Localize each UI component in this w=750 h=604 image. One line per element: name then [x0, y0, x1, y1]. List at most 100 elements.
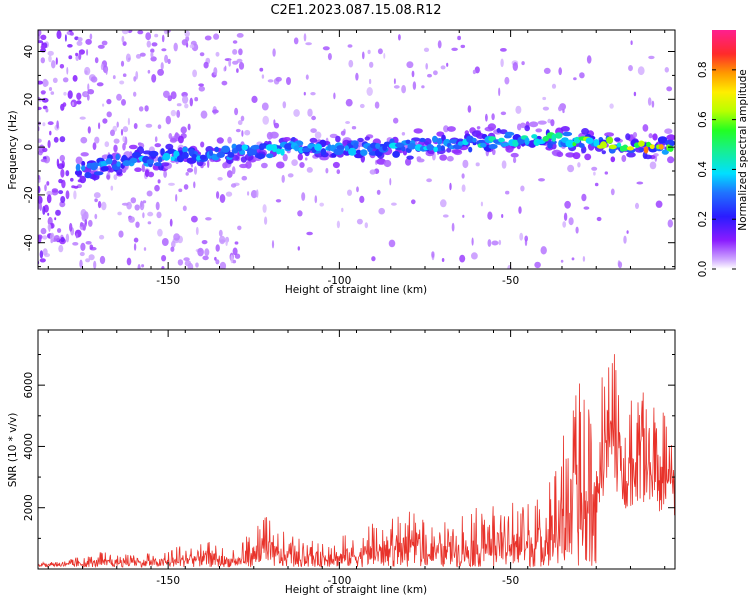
spectrogram-speckle	[388, 239, 396, 248]
spectrogram-speckle	[69, 222, 73, 232]
spectrogram-speckle	[65, 170, 70, 177]
spectrogram-speckle	[498, 239, 502, 246]
spectrogram-speckle	[42, 205, 46, 215]
spectrogram-speckle	[51, 188, 59, 193]
x-tick-label: -50	[502, 275, 519, 287]
spectrogram-speckle	[457, 35, 461, 41]
spectrogram-speckle	[642, 124, 649, 132]
spectrogram-ridge-blob	[395, 142, 405, 148]
snr-x-axis-label: Height of straight line (km)	[285, 584, 427, 596]
spectrogram-ridge-blob	[537, 120, 547, 125]
spectrogram-speckle	[519, 232, 524, 241]
spectrogram-speckle	[362, 51, 365, 60]
spectrogram-ridge-blob	[161, 162, 170, 167]
spectrogram-speckle	[442, 214, 449, 218]
spectrogram-speckle	[42, 235, 48, 240]
spectrogram-ridge-blob	[392, 150, 400, 158]
spectrogram-speckle	[59, 154, 65, 162]
spectrogram-ridge-blob	[604, 132, 615, 137]
spectrogram-ridge-blob	[199, 154, 207, 160]
spectrogram-speckle	[423, 47, 430, 52]
spectrogram-ridge-blob	[585, 137, 594, 144]
spectrogram-ridge-blob	[170, 156, 175, 161]
spectrogram-ridge-blob	[108, 168, 115, 173]
spectrogram-ridge-blob	[606, 136, 614, 144]
spectrogram-speckle	[38, 106, 42, 111]
spectrogram-ridge-blob	[446, 126, 456, 132]
spectrogram-speckle	[314, 195, 318, 204]
spectrogram-ridge-blob	[221, 145, 231, 153]
spectrogram-ridge-blob	[554, 132, 563, 139]
spectrogram-speckle	[112, 75, 116, 80]
spectrogram-speckle	[411, 70, 415, 78]
spectrogram-speckle	[48, 87, 53, 91]
spectrogram-speckle	[579, 72, 585, 79]
spectrogram-ridge-blob	[344, 145, 349, 152]
spectrogram-speckle	[94, 136, 100, 144]
spectrogram-ridge-blob	[626, 146, 635, 151]
spectrogram-speckle	[491, 113, 495, 121]
spectrogram-speckle	[97, 201, 102, 209]
spectrogram-speckle	[155, 201, 160, 211]
spectrogram-ridge-blob	[75, 163, 81, 172]
spectrogram-speckle	[135, 221, 140, 228]
spectrogram-speckle	[137, 30, 144, 35]
spectrogram-speckle	[431, 251, 435, 258]
spectrogram-ridge-blob	[601, 150, 606, 155]
colorbar-ticks: 0.0 0.2 0.4 0.6 0.8	[697, 61, 736, 277]
spectrogram-speckle	[273, 122, 280, 129]
spectrogram-speckle	[655, 200, 663, 208]
spectrogram-speckle	[47, 223, 52, 231]
spectrogram-speckle	[359, 195, 365, 203]
y-tick-label: 2000	[23, 494, 35, 521]
spectrogram-speckle	[543, 67, 551, 74]
spectrogram-ridge-blob	[531, 134, 538, 139]
spectrogram-speckle	[79, 222, 84, 227]
colorbar-tick-label: 0.4	[697, 161, 709, 178]
spectrogram-ridge-blob	[584, 153, 592, 161]
spectrogram-ridge-blob	[446, 155, 454, 162]
spectrogram-speckle	[231, 166, 236, 175]
spectrogram-ridge-blob	[488, 143, 498, 150]
spectrogram-speckle	[122, 73, 127, 77]
spectrogram-speckle	[38, 138, 42, 143]
spectrogram-speckle	[170, 91, 177, 100]
x-tick-label: -150	[156, 275, 180, 287]
spectrogram-speckle	[40, 34, 47, 40]
spectrogram-speckle	[50, 91, 55, 95]
spectrogram-ridge-blob	[480, 142, 487, 148]
spectrogram-speckle	[240, 115, 245, 122]
spectrogram-speckle	[86, 49, 89, 56]
spectrogram-ridge-blob	[196, 155, 202, 161]
spectrogram-speckle	[80, 242, 86, 251]
spectrogram-speckle	[501, 214, 504, 218]
spectrogram-speckle	[105, 67, 108, 75]
spectrogram-ridge-blob	[269, 131, 279, 139]
spectrogram-speckle	[491, 240, 499, 246]
spectrogram-ridge-blob	[667, 145, 674, 152]
spectrogram-speckle	[636, 181, 644, 185]
spectrogram-speckle	[128, 57, 131, 61]
spectrogram-speckle	[101, 40, 108, 46]
spectrogram-ridge-blob	[320, 148, 327, 156]
spectrogram-speckle	[322, 46, 330, 51]
spectrogram-speckle	[135, 54, 142, 59]
spectrogram-ridge-blob	[100, 166, 109, 172]
spectrogram-speckle	[141, 163, 145, 173]
spectrogram-speckle	[40, 227, 47, 235]
spectrogram-ridge-blob	[405, 158, 412, 166]
spectrogram-speckle	[163, 90, 170, 99]
spectrogram-speckle	[213, 67, 218, 76]
spectrogram-speckle	[163, 30, 169, 35]
spectrogram-speckle	[147, 211, 154, 217]
spectrogram-speckle	[92, 142, 97, 151]
spectrogram-speckle	[81, 215, 86, 220]
spectrogram-speckle	[175, 194, 178, 202]
spectrogram-speckle	[474, 66, 480, 74]
spectrogram-speckle	[195, 262, 199, 268]
spectrogram-speckle	[472, 69, 476, 75]
spectrogram-speckle	[664, 67, 669, 73]
spectrogram-speckle	[250, 190, 258, 199]
spectrogram-ridge-blob	[562, 131, 573, 137]
